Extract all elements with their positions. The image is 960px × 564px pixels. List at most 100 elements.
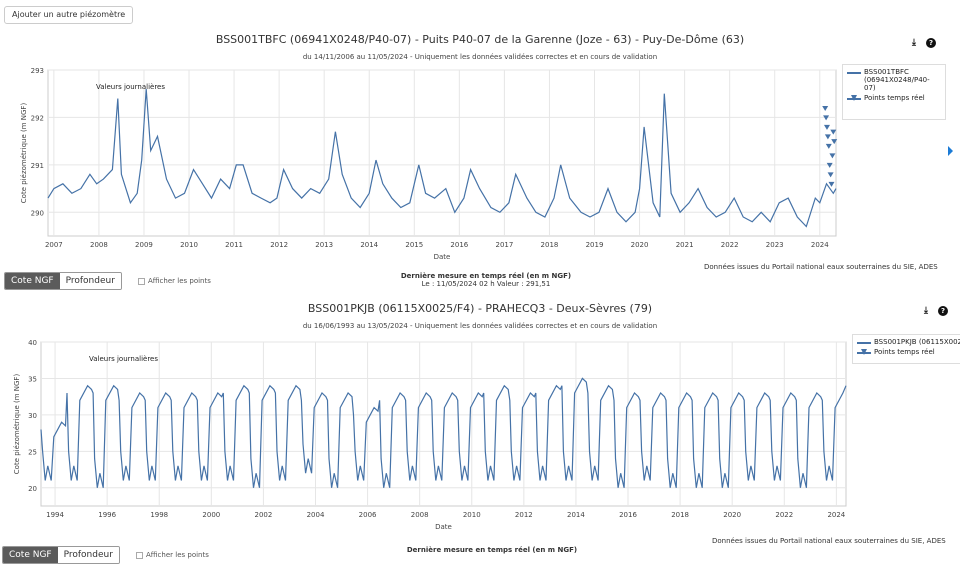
chart-annotation: Valeurs journalières [96, 83, 165, 91]
help-icon[interactable]: ? [926, 38, 936, 48]
help-icon[interactable]: ? [938, 306, 948, 316]
y-tick-label: 35 [28, 375, 37, 383]
toggle-cote-ngf[interactable]: Cote NGF [5, 273, 60, 289]
x-tick-label: 2006 [359, 511, 377, 519]
y-tick-label: 292 [31, 114, 44, 122]
toggle-cote-ngf[interactable]: Cote NGF [3, 547, 58, 563]
legend-item-series[interactable]: BSS001PKJB (06115X002 [857, 338, 960, 346]
x-tick-label: 2013 [315, 241, 333, 249]
x-tick-label: 2014 [360, 241, 378, 249]
y-tick-label: 293 [31, 67, 44, 75]
realtime-point [824, 134, 831, 140]
x-tick-label: 1994 [46, 511, 64, 519]
chart-legend[interactable]: BSS001TBFC (06941X0248/P40-07) Points te… [842, 64, 946, 120]
chart-annotation: Valeurs journalières [89, 355, 158, 363]
legend-item-points[interactable]: Points temps réel [847, 94, 941, 102]
x-tick-label: 2007 [45, 241, 63, 249]
realtime-point [822, 105, 829, 111]
x-tick-label: 2012 [270, 241, 288, 249]
plot-area [47, 69, 837, 237]
chart-panel-2: BSS001PKJB (06115X0025/F4) - PRAHECQ3 - … [0, 296, 960, 564]
x-tick-label: 2015 [405, 241, 423, 249]
chart-2-plot: 20 25 30 35 40 1994 1996 1998 2000 2002 2004 2006 20… [13, 339, 847, 531]
last-measure-value: Le : 11/05/2024 02 h Valeur : 291,51 [421, 280, 551, 288]
realtime-point [827, 172, 834, 178]
y-axis-label: Cote piézométrique (m NGF) [20, 103, 28, 204]
y-tick-label: 40 [28, 339, 37, 347]
x-tick-label: 2018 [671, 511, 689, 519]
data-source-note: Données issues du Portail national eaux … [704, 263, 938, 271]
unit-toggle[interactable]: Cote NGF Profondeur [4, 272, 122, 290]
x-axis-label: Date [435, 523, 452, 531]
unit-toggle[interactable]: Cote NGF Profondeur [2, 546, 120, 564]
chart-subtitle: du 16/06/1993 au 13/05/2024 - Uniquement… [302, 322, 658, 330]
legend-label: Points temps réel [864, 94, 925, 102]
chart-legend[interactable]: BSS001PKJB (06115X002 Points temps réel [852, 334, 960, 364]
toggle-profondeur[interactable]: Profondeur [59, 273, 121, 289]
x-tick-label: 2010 [180, 241, 198, 249]
last-measure: Dernière mesure en temps réel (en m NGF)… [386, 272, 586, 288]
x-tick-label: 1998 [150, 511, 168, 519]
realtime-point [826, 162, 833, 168]
x-tick-label: 1996 [98, 511, 116, 519]
x-tick-label: 2018 [541, 241, 559, 249]
show-points-checkbox[interactable]: Afficher les points [138, 277, 211, 285]
last-measure: Dernière mesure en temps réel (en m NGF) [392, 546, 592, 554]
x-tick-label: 2000 [202, 511, 220, 519]
y-tick-label: 25 [28, 448, 37, 456]
x-tick-label: 2014 [567, 511, 585, 519]
chart-subtitle: du 14/11/2006 au 11/05/2024 - Uniquement… [302, 53, 658, 61]
legend-label: BSS001TBFC (06941X0248/P40-07) [864, 68, 930, 92]
y-tick-label: 291 [31, 162, 44, 170]
x-tick-label: 2021 [676, 241, 694, 249]
data-source-note: Données issues du Portail national eaux … [712, 537, 946, 545]
x-tick-label: 2017 [495, 241, 513, 249]
x-tick-label: 2016 [619, 511, 637, 519]
last-measure-title: Dernière mesure en temps réel (en m NGF) [400, 272, 572, 280]
toggle-profondeur[interactable]: Profondeur [57, 547, 119, 563]
x-tick-label: 2022 [721, 241, 739, 249]
checkbox-label: Afficher les points [148, 277, 211, 285]
y-tick-label: 30 [28, 412, 37, 420]
x-tick-label: 2004 [307, 511, 325, 519]
x-tick-label: 2019 [586, 241, 604, 249]
legend-item-series[interactable]: BSS001TBFC (06941X0248/P40-07) [847, 68, 941, 92]
next-arrow-icon[interactable] [948, 146, 953, 156]
chart-title: BSS001TBFC (06941X0248/P40-07) - Puits P… [215, 33, 745, 46]
x-tick-label: 2016 [450, 241, 468, 249]
download-icon[interactable]: ⤓ [912, 38, 916, 48]
realtime-point [830, 129, 837, 135]
x-tick-label: 2008 [90, 241, 108, 249]
x-tick-label: 2024 [827, 511, 845, 519]
chart-panel-1: BSS001TBFC (06941X0248/P40-07) - Puits P… [0, 28, 960, 296]
y-tick-label: 290 [31, 209, 44, 217]
y-axis-label: Cote piézométrique (m NGF) [13, 374, 21, 475]
last-measure-title: Dernière mesure en temps réel (en m NGF) [406, 546, 578, 554]
x-tick-label: 2010 [463, 511, 481, 519]
realtime-point [825, 143, 832, 149]
legend-item-points[interactable]: Points temps réel [857, 348, 956, 356]
chart-title: BSS001PKJB (06115X0025/F4) - PRAHECQ3 - … [307, 302, 653, 315]
realtime-point [828, 181, 835, 187]
chart-1-plot: 290 291 292 293 2007 2008 2009 2010 2011 2012 2013… [20, 67, 838, 261]
x-tick-label: 2009 [135, 241, 153, 249]
realtime-point [831, 139, 838, 145]
show-points-checkbox[interactable]: Afficher les points [136, 551, 209, 559]
series-line [40, 377, 847, 488]
x-axis-label: Date [434, 253, 451, 261]
x-tick-label: 2008 [411, 511, 429, 519]
download-icon[interactable]: ⤓ [924, 306, 928, 316]
x-tick-label: 2023 [766, 241, 784, 249]
checkbox-label: Afficher les points [146, 551, 209, 559]
x-tick-label: 2011 [225, 241, 243, 249]
x-tick-label: 2024 [811, 241, 829, 249]
legend-label: BSS001PKJB (06115X002 [874, 338, 960, 346]
x-tick-label: 2020 [723, 511, 741, 519]
x-tick-label: 2012 [515, 511, 533, 519]
realtime-point [829, 153, 836, 159]
x-tick-label: 2002 [254, 511, 272, 519]
add-piezometer-button[interactable]: Ajouter un autre piézomètre [4, 6, 134, 24]
series-line [47, 88, 837, 228]
legend-label: Points temps réel [874, 348, 935, 356]
realtime-point [823, 115, 830, 121]
